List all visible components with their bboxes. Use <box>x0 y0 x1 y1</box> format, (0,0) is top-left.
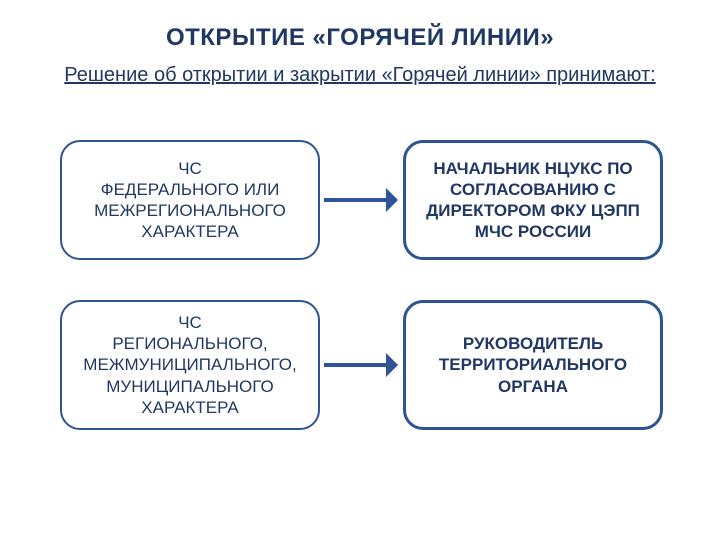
box-territorial-head: РУКОВОДИТЕЛЬ ТЕРРИТОРИАЛЬНОГО ОРГАНА <box>403 300 663 430</box>
arrow-icon <box>324 188 398 212</box>
box-head-ncuks: НАЧАЛЬНИК НЦУКС ПО СОГЛАСОВАНИЮ С ДИРЕКТ… <box>403 140 663 260</box>
box-es-regional: ЧСРЕГИОНАЛЬНОГО, МЕЖМУНИЦИПАЛЬНОГО, МУНИ… <box>60 300 320 430</box>
arrow-icon <box>324 353 398 377</box>
box-es-federal: ЧСФЕДЕРАЛЬНОГО ИЛИ МЕЖРЕГИОНАЛЬНОГО ХАРА… <box>60 140 320 260</box>
slide-canvas: ОТКРЫТИЕ «ГОРЯЧЕЙ ЛИНИИ» Решение об откр… <box>0 0 720 540</box>
page-subtitle: Решение об открытии и закрытии «Горячей … <box>0 62 720 89</box>
page-title: ОТКРЫТИЕ «ГОРЯЧЕЙ ЛИНИИ» <box>0 24 720 52</box>
